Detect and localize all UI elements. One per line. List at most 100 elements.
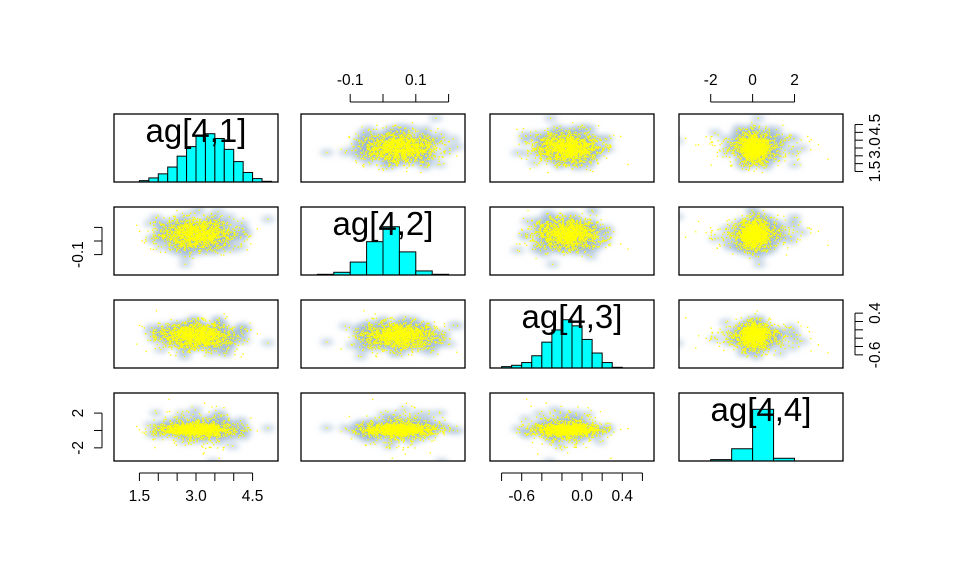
histogram-bar: [731, 448, 754, 461]
panel-frame: [489, 206, 655, 276]
panel-frame: [113, 299, 279, 369]
scatter-points: [136, 209, 269, 265]
scatter-area: [136, 207, 275, 268]
tick-label: 3.0: [867, 137, 884, 159]
tick-label: -0.6: [508, 488, 535, 505]
axis-right-1: 1.5 3.04.5: [854, 114, 884, 182]
histogram-bar: [157, 173, 169, 182]
scatter-area: [510, 398, 629, 461]
scatter-area: [319, 114, 465, 174]
density-shade: [679, 207, 810, 268]
panel-r4-c1: [113, 392, 279, 462]
density-shade: [679, 114, 810, 171]
scatter-area: [679, 310, 829, 361]
axis-bottom-1: 1.5 3.0 4.5: [129, 472, 263, 505]
tick-label: 4.5: [867, 114, 884, 136]
variable-label: ag[4,1]: [146, 112, 247, 149]
histogram-bar: [382, 226, 400, 275]
scatter-points: [136, 398, 269, 459]
scatter-area: [319, 398, 465, 461]
scatter-area: [679, 207, 829, 268]
histogram-bar: [581, 338, 593, 368]
tick-label: 0.1: [405, 72, 427, 89]
histogram-bar: [242, 171, 254, 182]
variable-label: ag[4,2]: [333, 205, 434, 242]
scatter-area: [136, 310, 275, 361]
panel-frame: [678, 392, 844, 462]
scatter-points: [136, 310, 269, 358]
panel-r1-c3: [489, 113, 655, 183]
histogram-bar: [186, 146, 197, 182]
histogram-bar: [601, 362, 613, 368]
histogram-bar: [541, 341, 553, 368]
tick-label: 2: [70, 409, 87, 418]
panel-frame: [489, 299, 655, 369]
histogram: [501, 319, 623, 368]
tick-label: 3.0: [185, 488, 207, 505]
histogram-bar: [415, 270, 433, 275]
scatter-area: [319, 310, 465, 361]
axis-top-2: -0.1 0.1: [337, 72, 450, 103]
panel-r1-c4: [678, 113, 844, 183]
axis-bottom-3: -0.6 0.0 0.4: [501, 472, 643, 505]
histogram-bar: [176, 155, 188, 182]
panel-r2-c1: [113, 206, 279, 276]
panel-r2-c4: [678, 206, 844, 276]
scatter-area: [510, 114, 629, 174]
axis-right-3: -0.6 0.4: [854, 302, 884, 368]
tick-label: -2: [704, 72, 718, 89]
panel-grid: ag[4,1] ag[4,2] ag[4,3] ag[4,4]: [113, 112, 844, 462]
panel-r4-c2: [300, 392, 466, 462]
histogram: [710, 408, 796, 461]
scatter-points: [684, 310, 829, 358]
panel-r3-c3: ag[4,3]: [489, 298, 655, 369]
panel-frame: [489, 113, 655, 183]
tick-label: -0.1: [337, 72, 364, 89]
histogram: [316, 226, 450, 275]
panel-frame: [113, 392, 279, 462]
scatter-points: [326, 117, 459, 174]
panel-r3-c4: [678, 299, 844, 369]
axis-left-2: -0.1: [70, 226, 103, 268]
histogram-bar: [752, 408, 775, 461]
scatter-points: [326, 398, 459, 459]
panel-frame: [113, 206, 279, 276]
panel-frame: [113, 113, 279, 183]
panel-r3-c1: [113, 299, 279, 369]
panel-r4-c4: ag[4,4]: [678, 391, 844, 462]
panel-r1-c2: [300, 113, 466, 183]
histogram-bar: [223, 148, 235, 182]
histogram-bar: [252, 178, 263, 182]
panel-frame: [678, 113, 844, 183]
panel-frame: [678, 206, 844, 276]
tick-label: -0.1: [70, 241, 87, 268]
histogram-bar: [531, 355, 543, 368]
panel-r3-c2: [300, 299, 466, 369]
tick-label: -0.6: [867, 341, 884, 368]
histogram-bar: [167, 166, 178, 182]
variable-label: ag[4,3]: [522, 298, 623, 335]
panel-frame: [300, 392, 466, 462]
panel-frame: [489, 392, 655, 462]
tick-label: -2: [70, 441, 87, 455]
histogram-bar: [366, 241, 384, 275]
scatter-area: [679, 114, 829, 174]
tick-label: 2: [790, 72, 799, 89]
panel-frame: [300, 206, 466, 276]
histogram-bar: [233, 161, 244, 182]
panel-r1-c1: ag[4,1]: [113, 112, 279, 183]
scatter-area: [136, 398, 275, 461]
panel-r4-c3: [489, 392, 655, 462]
scatter-points: [516, 398, 629, 459]
histogram-bar: [591, 352, 603, 368]
panel-r2-c3: [489, 206, 655, 276]
axes-layer: 1.53.04.51.5 3.0 4.5-0.1 0.1-0.1-0.6 0.0 0.4-…: [70, 72, 884, 505]
histogram-bar: [551, 329, 563, 368]
histogram-bar: [398, 251, 417, 275]
panel-frame: [300, 113, 466, 183]
histogram-bar: [521, 362, 533, 368]
tick-label: 0.4: [612, 488, 634, 505]
tick-label: 0.0: [571, 488, 593, 505]
scatter-points: [326, 310, 459, 358]
